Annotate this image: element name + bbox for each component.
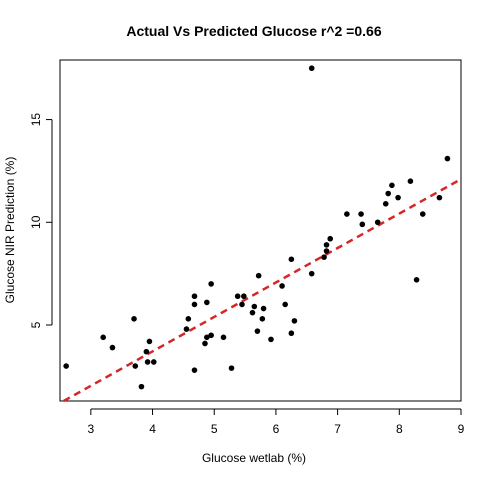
y-axis: 5 10 15 <box>29 113 53 328</box>
data-point <box>251 303 258 310</box>
data-point <box>132 363 139 369</box>
x-tick-label: 4 <box>149 422 156 436</box>
data-point <box>407 178 414 184</box>
data-point <box>109 344 116 351</box>
data-point <box>143 348 150 355</box>
x-tick-label: 6 <box>273 422 280 436</box>
data-point <box>146 338 153 345</box>
data-point <box>268 336 274 343</box>
data-point <box>202 340 208 347</box>
data-point <box>344 211 350 217</box>
data-point <box>358 211 364 217</box>
regression-line <box>63 178 462 403</box>
data-point <box>241 293 247 300</box>
data-point <box>138 383 145 390</box>
data-point <box>150 359 157 365</box>
data-point <box>436 194 443 201</box>
data-point <box>374 219 381 226</box>
data-point <box>239 301 245 308</box>
data-point <box>191 301 198 308</box>
data-point <box>131 316 137 322</box>
data-point <box>327 235 334 242</box>
data-point <box>291 318 298 324</box>
data-point <box>100 334 106 341</box>
y-axis-label: Glucose NIR Prediction (%) <box>3 157 17 304</box>
data-point <box>444 155 451 162</box>
x-tick-label: 9 <box>458 422 465 436</box>
data-point <box>385 190 392 197</box>
data-point <box>323 242 330 248</box>
data-point <box>220 334 227 341</box>
data-point <box>208 281 214 287</box>
x-axis-label: Glucose wetlab (%) <box>202 451 306 465</box>
x-tick-label: 7 <box>334 422 341 436</box>
data-point <box>260 305 267 312</box>
data-point <box>321 254 327 261</box>
data-point <box>228 365 235 371</box>
data-point <box>234 293 241 300</box>
data-point <box>288 256 295 263</box>
data-point <box>254 328 261 334</box>
y-tick-label: 15 <box>29 113 43 127</box>
data-point <box>282 301 288 308</box>
y-tick-label: 5 <box>29 321 43 328</box>
data-point <box>279 283 285 289</box>
data-point <box>389 182 395 189</box>
data-point <box>204 334 210 341</box>
data-point <box>185 316 192 322</box>
data-point <box>323 248 330 254</box>
data-point <box>395 194 401 201</box>
x-tick-label: 3 <box>88 422 95 436</box>
data-point <box>255 272 262 279</box>
fit-line-layer <box>63 178 462 403</box>
plot-frame <box>59 59 462 402</box>
data-point <box>191 293 198 300</box>
data-point <box>288 330 295 337</box>
data-point <box>419 211 426 217</box>
data-point <box>259 316 266 322</box>
chart-title: Actual Vs Predicted Glucose r^2 =0.66 <box>126 23 381 39</box>
x-tick-label: 5 <box>211 422 218 436</box>
data-point <box>208 332 214 339</box>
data-point <box>308 270 315 277</box>
x-tick-label: 8 <box>396 422 403 436</box>
data-point <box>359 221 366 228</box>
y-tick-label: 10 <box>29 215 43 229</box>
points-layer <box>63 65 451 390</box>
x-axis: 3 4 5 6 7 8 9 <box>88 408 465 436</box>
data-point <box>249 309 256 316</box>
data-point <box>183 326 190 332</box>
data-point <box>63 363 69 369</box>
data-point <box>308 65 315 72</box>
data-point <box>413 277 420 283</box>
data-point <box>191 367 198 373</box>
data-point <box>204 299 210 306</box>
data-point <box>382 200 389 207</box>
data-point <box>144 359 151 365</box>
